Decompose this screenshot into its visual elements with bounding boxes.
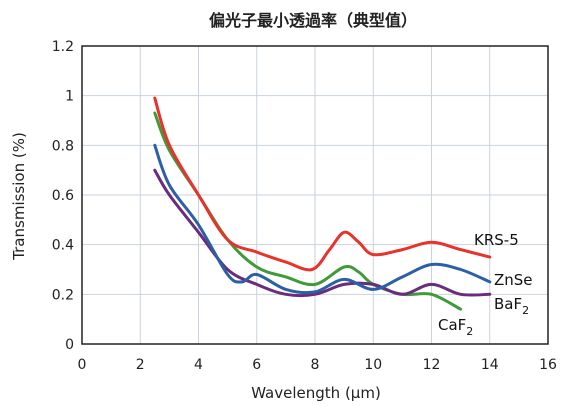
series-lines [153, 96, 492, 311]
series-label-krs-5: KRS-5 [474, 231, 519, 249]
y-tick-label: 0.2 [52, 287, 74, 303]
series-label-caf2: CaF2 [438, 316, 473, 338]
x-tick-label: 10 [364, 357, 382, 373]
plot-frame [81, 45, 549, 345]
y-tick-label: 0.4 [52, 238, 74, 254]
x-tick-label: 2 [136, 357, 145, 373]
series-line-baf2 [153, 168, 492, 298]
y-tick-label: 1.2 [52, 39, 74, 55]
y-tick-label: 0 [65, 337, 74, 353]
grid [82, 46, 548, 344]
x-axis-label: Wavelength (μm) [251, 384, 381, 402]
x-tick-label: 6 [252, 357, 261, 373]
y-tick-label: 0.6 [52, 188, 74, 204]
x-tick-label: 12 [423, 357, 441, 373]
x-tick-label: 0 [78, 357, 87, 373]
chart-title: 偏光子最小透過率（典型值） [209, 11, 417, 30]
series-labels: KRS-5 ZnSe BaF2 CaF2 [438, 231, 533, 338]
x-tick-labels: 0 2 4 6 8 10 12 14 16 [78, 357, 557, 373]
series-line-znse [153, 143, 492, 295]
series-line-krs-5 [153, 96, 492, 272]
y-axis-label: Transmission (%) [10, 132, 28, 261]
x-tick-label: 8 [311, 357, 320, 373]
series-label-znse: ZnSe [494, 271, 533, 289]
x-tick-label: 4 [194, 357, 203, 373]
series-label-baf2: BaF2 [494, 295, 529, 317]
y-tick-labels: 0 0.2 0.4 0.6 0.8 1 1.2 [52, 39, 74, 353]
x-tick-label: 14 [481, 357, 499, 373]
series-line-caf2 [153, 111, 463, 311]
x-tick-label: 16 [539, 357, 557, 373]
y-tick-label: 1 [65, 89, 74, 105]
y-tick-label: 0.8 [52, 138, 74, 154]
